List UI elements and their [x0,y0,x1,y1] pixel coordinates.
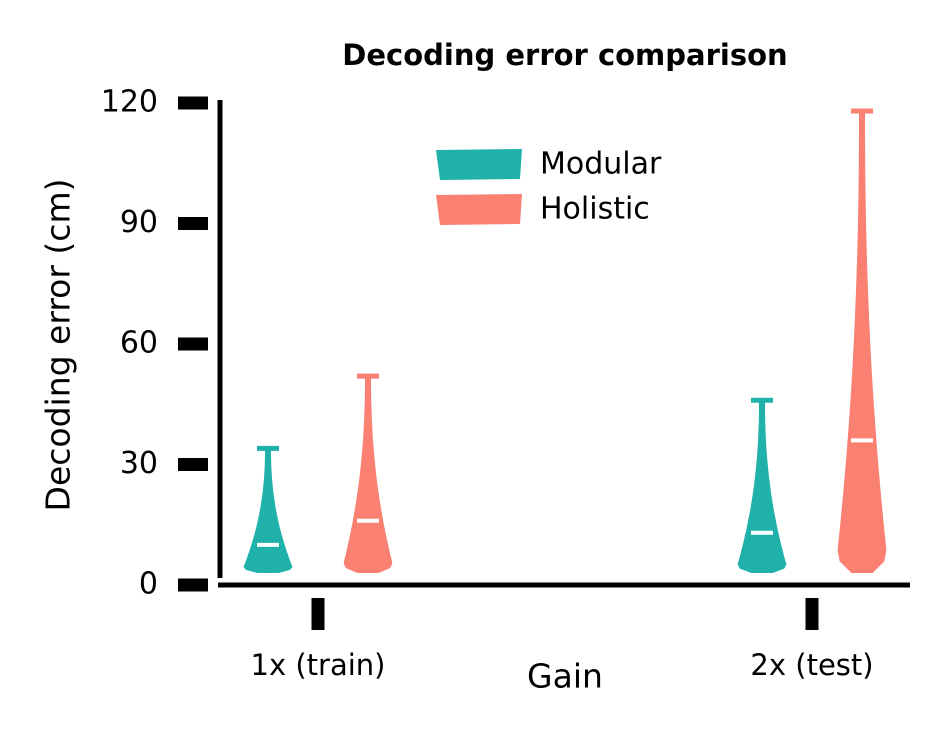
y-tick-label: 30 [120,446,158,481]
legend-label: Modular [540,147,662,182]
legend-swatch [436,194,522,225]
y-axis-label: Decoding error (cm) [39,179,78,512]
violin-body [243,448,293,573]
x-tick-label: 2x (test) [750,648,873,682]
x-axis-label: Gain [527,657,603,696]
legend-label: Holistic [540,192,650,227]
y-tick-label: 60 [120,326,158,361]
y-tick-label: 90 [120,205,158,240]
x-tick-label: 1x (train) [251,648,386,682]
y-tick-label: 0 [139,567,158,602]
violin-body [837,111,887,573]
y-tick-label: 120 [101,85,158,120]
legend-swatch [436,149,522,180]
chart-title: Decoding error comparison [342,38,787,72]
violin-body [737,400,787,573]
violin-body [343,376,393,573]
